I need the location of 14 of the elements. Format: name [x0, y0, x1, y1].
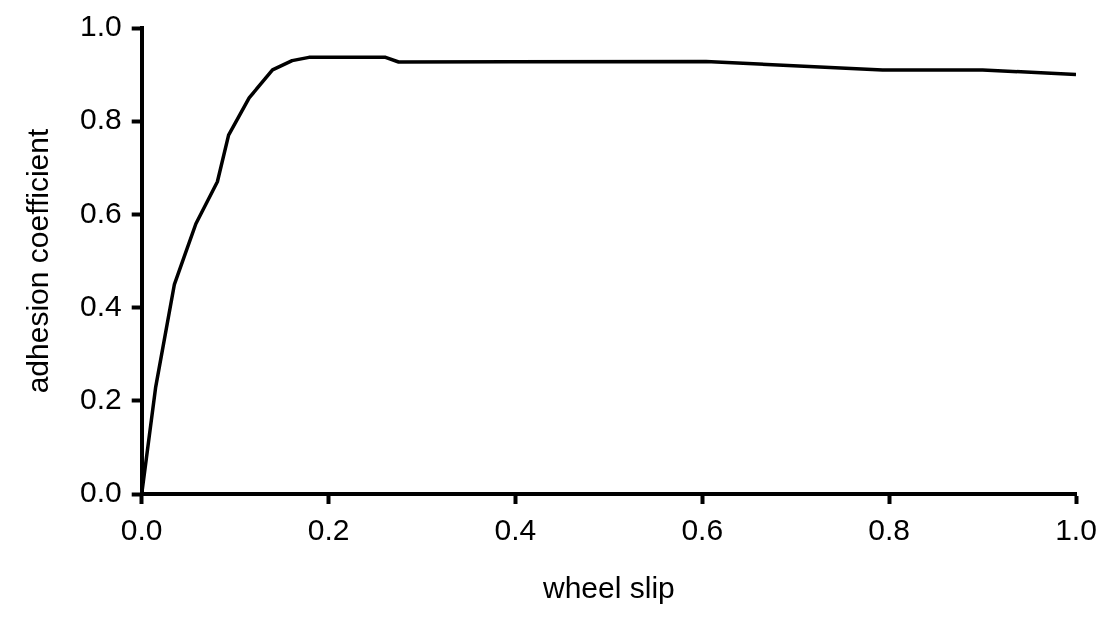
y-axis-title: adhesion coefficient — [21, 128, 55, 394]
x-tick-label: 0.0 — [120, 513, 163, 547]
x-tick-label: 0.8 — [868, 513, 910, 547]
y-tick-label: 0.6 — [79, 195, 122, 229]
y-tick-label: 0.0 — [79, 475, 122, 509]
x-tick-label: 0.4 — [494, 513, 537, 547]
y-tick-label: 1.0 — [79, 9, 122, 43]
x-tick-label: 1.0 — [1055, 513, 1097, 547]
y-tick-label: 0.8 — [79, 102, 122, 136]
x-tick-label: 0.6 — [681, 513, 724, 547]
x-tick-label: 0.2 — [307, 513, 350, 547]
x-axis-title: wheel slip — [541, 571, 675, 605]
y-tick-label: 0.2 — [79, 382, 122, 416]
y-tick-label: 0.4 — [79, 288, 122, 322]
